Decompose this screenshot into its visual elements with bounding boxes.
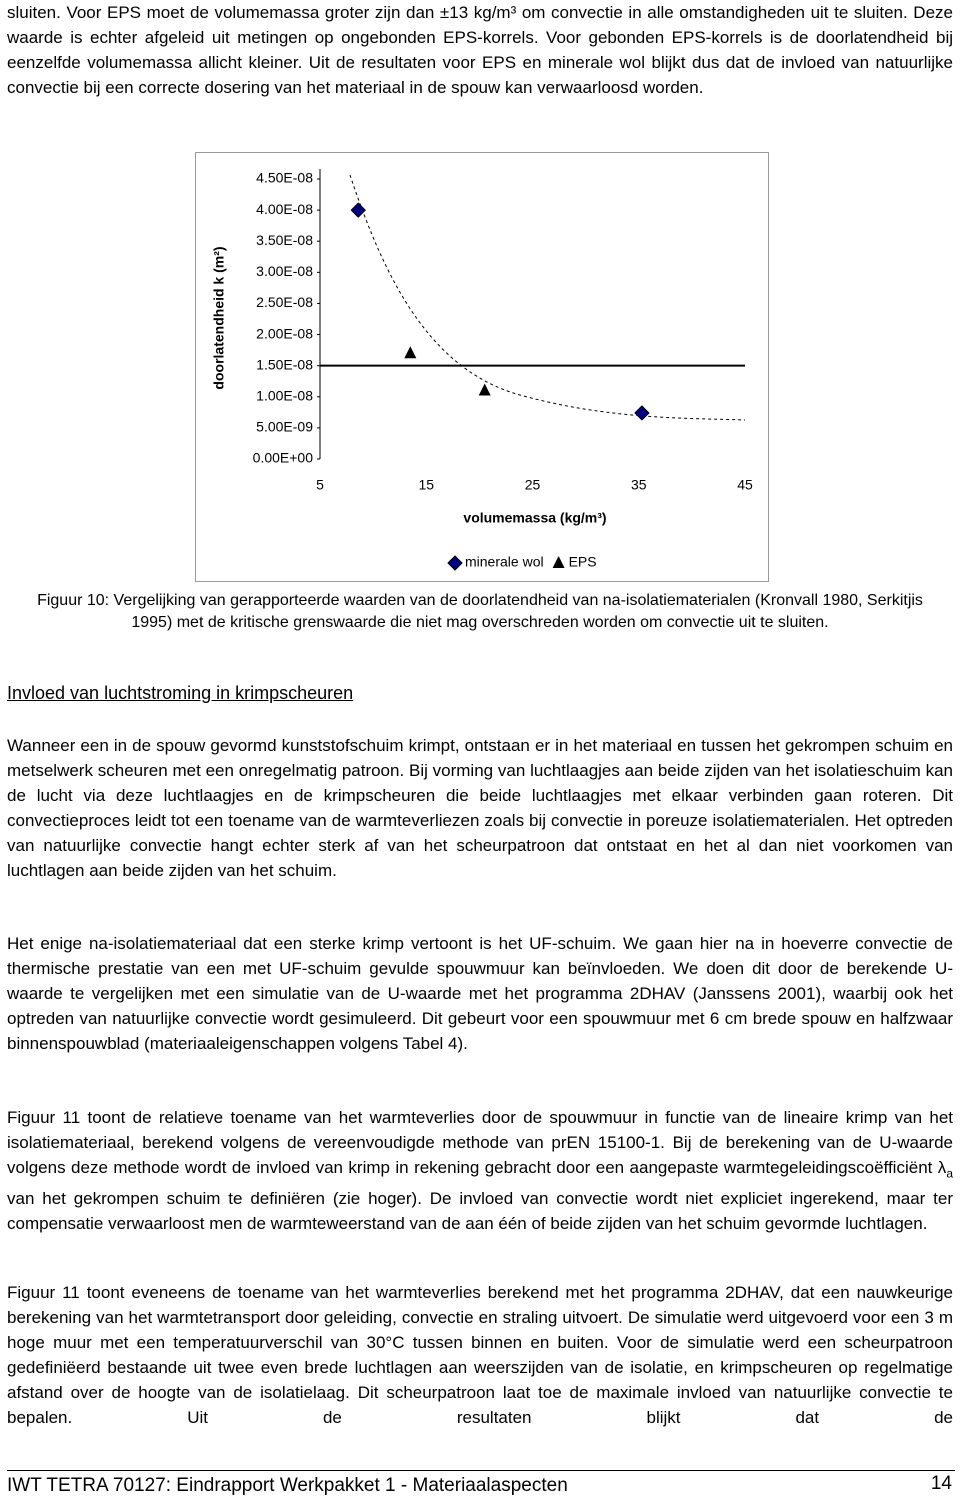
y-tick-label: 4.50E-08 <box>256 170 313 186</box>
legend-label: minerale wol <box>465 554 544 570</box>
text: Figuur 11 toont de relatieve toename van… <box>7 1108 953 1177</box>
paragraph: Figuur 11 toont eveneens de toename van … <box>7 1283 953 1427</box>
triangle-marker <box>404 346 417 359</box>
footer-rule <box>7 1470 955 1471</box>
y-tick-label: 2.50E-08 <box>256 294 313 310</box>
x-tick-label: 45 <box>737 477 753 493</box>
subscript: a <box>946 1166 953 1181</box>
legend-label: EPS <box>569 554 597 570</box>
figure-caption: Figuur 10: Vergelijking van gerapporteer… <box>37 592 923 631</box>
y-tick-label: 1.00E-08 <box>256 387 313 403</box>
chart-frame <box>195 152 769 582</box>
fit-curve <box>349 174 746 421</box>
footer-text: IWT TETRA 70127: Eindrapport Werkpakket … <box>7 1475 568 1496</box>
x-tick-label: 15 <box>418 477 434 493</box>
y-tick-label: 2.00E-08 <box>256 325 313 341</box>
y-tick-label: 5.00E-09 <box>256 419 313 435</box>
y-tick-label: 3.50E-08 <box>256 232 313 248</box>
y-axis-label: doorlatendheid k (m²) <box>211 246 227 389</box>
paragraph: Het enige na-isolatiemateriaal dat een s… <box>7 934 953 1053</box>
diamond-marker <box>350 202 366 218</box>
x-tick-label: 35 <box>631 477 647 493</box>
x-tick-label: 5 <box>316 477 324 493</box>
text: van het gekrompen schuim te definiëren (… <box>7 1189 953 1234</box>
diamond-marker <box>634 405 650 421</box>
triangle-marker <box>478 383 491 396</box>
x-tick-label: 25 <box>525 477 541 493</box>
y-tick-label: 4.00E-08 <box>256 201 313 217</box>
page-number: 14 <box>930 1473 952 1494</box>
chart: volumemassa (kg/m³) doorlatendheid k (m²… <box>195 152 769 582</box>
x-axis-label: volumemassa (kg/m³) <box>463 510 606 526</box>
y-tick-label: 3.00E-08 <box>256 263 313 279</box>
section-heading: Invloed van luchtstroming in krimpscheur… <box>7 683 354 703</box>
legend-marker <box>447 555 463 571</box>
paragraph: Figuur 11 toont de relatieve toename van… <box>7 1105 953 1236</box>
paragraph: sluiten. Voor EPS moet de volumemassa gr… <box>7 3 953 97</box>
paragraph: Wanneer een in de spouw gevormd kunststo… <box>7 736 953 880</box>
y-tick-label: 1.50E-08 <box>256 356 313 372</box>
y-tick-label: 0.00E+00 <box>253 450 314 466</box>
legend-marker <box>552 556 565 568</box>
